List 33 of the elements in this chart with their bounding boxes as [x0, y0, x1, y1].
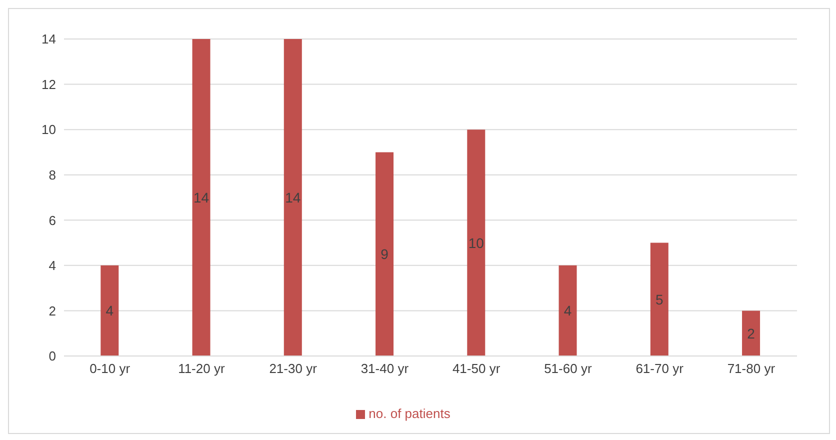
data-label: 14: [193, 189, 210, 206]
data-label: 14: [285, 189, 301, 206]
x-tick-label: 71-80 yr: [727, 361, 776, 376]
x-tick-label: 61-70 yr: [636, 361, 684, 376]
y-tick-label: 14: [42, 32, 56, 47]
x-tick-label: 31-40 yr: [360, 361, 410, 376]
y-tick-label: 6: [48, 212, 56, 228]
data-label: 9: [380, 246, 389, 262]
x-tick-label: 51-60 yr: [544, 361, 592, 376]
bar: [558, 265, 577, 356]
y-tick-label: 4: [48, 258, 56, 274]
data-label: 5: [656, 291, 664, 308]
bar: [376, 152, 394, 356]
legend-label: no. of patients: [368, 406, 450, 421]
data-label: 4: [106, 302, 114, 319]
x-tick-label: 21-30 yr: [269, 361, 318, 376]
bar: [100, 265, 119, 356]
data-label: 10: [468, 234, 484, 251]
y-tick-label: 10: [42, 122, 56, 138]
bar: [284, 39, 302, 356]
x-tick-label: 0-10 yr: [90, 361, 131, 376]
bar: [742, 310, 760, 356]
bar: [192, 39, 210, 356]
x-tick-label: 41-50 yr: [452, 361, 501, 376]
x-tick-label: 11-20 yr: [178, 361, 226, 376]
data-label: 4: [564, 302, 572, 319]
y-tick-label: 2: [48, 303, 56, 318]
y-tick-label: 12: [42, 76, 56, 92]
bar: [650, 242, 668, 356]
bar: [467, 130, 486, 356]
data-label: 2: [747, 325, 756, 342]
y-tick-label: 8: [48, 167, 56, 182]
y-tick-label: 0: [48, 348, 56, 364]
